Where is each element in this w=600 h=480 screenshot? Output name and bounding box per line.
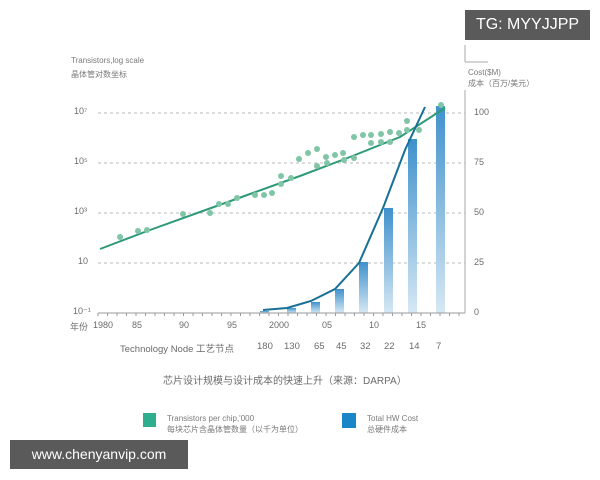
watermark-bottom: www.chenyanvip.com <box>10 440 188 469</box>
x-axis-year-label: 年份 <box>70 322 89 332</box>
transistor-points <box>117 102 444 240</box>
watermark-top-text: TG: MYYJJPP <box>475 16 580 33</box>
right-tick-100: 100 <box>474 107 490 117</box>
right-axis-line <box>464 45 488 313</box>
node-14: 14 <box>409 341 420 352</box>
node-45: 45 <box>336 341 347 352</box>
legend-transistors-en: Transistors per chip,'000 <box>167 414 255 423</box>
legend-cost: Total HW Cost 总硬件成本 <box>342 413 418 435</box>
left-tick-1e3: 10³ <box>74 206 88 216</box>
right-axis-title-cn: 成本（百万/美元） <box>468 79 535 88</box>
node-180: 180 <box>257 341 273 352</box>
year-05: 05 <box>322 320 333 330</box>
x-axis <box>97 312 465 316</box>
year-10: 10 <box>369 320 380 330</box>
right-tick-25: 25 <box>474 257 485 267</box>
node-7: 7 <box>436 341 442 352</box>
left-tick-1e-1: 10⁻¹ <box>73 306 91 316</box>
node-22: 22 <box>384 341 395 352</box>
watermark-top: TG: MYYJJPP <box>465 10 590 40</box>
gridlines <box>98 112 465 264</box>
year-1980: 1980 <box>93 320 114 330</box>
year-95: 95 <box>227 320 238 330</box>
right-tick-75: 75 <box>474 157 485 167</box>
cost-trend-line <box>262 106 426 311</box>
watermark-bottom-text: www.chenyanvip.com <box>31 446 167 462</box>
year-85: 85 <box>132 320 143 330</box>
legend-cost-cn: 总硬件成本 <box>367 425 407 434</box>
legend-transistors: Transistors per chip,'000 每块芯片含晶体管数量（以千为… <box>143 413 303 435</box>
cost-bars <box>260 106 445 313</box>
legend-swatch-green-icon <box>143 413 156 427</box>
left-tick-10: 10 <box>78 256 89 266</box>
node-130: 130 <box>284 341 300 352</box>
left-tick-1e5: 10⁵ <box>74 156 88 166</box>
chart-caption: 芯片设计规模与设计成本的快速上升（来源：DARPA） <box>163 376 407 387</box>
node-65: 65 <box>314 341 325 352</box>
year-2000: 2000 <box>269 320 290 330</box>
legend-transistors-cn: 每块芯片含晶体管数量（以千为单位） <box>167 425 303 434</box>
right-tick-50: 50 <box>474 207 485 217</box>
left-axis-title-cn: 晶体管对数坐标 <box>71 70 127 79</box>
x-axis-node-label: Technology Node 工艺节点 <box>120 344 235 355</box>
chart-plot <box>97 45 488 316</box>
node-32: 32 <box>360 341 371 352</box>
right-axis-title-en: Cost($M) <box>468 68 501 77</box>
left-axis-title-en: Transistors,log scale <box>71 56 145 65</box>
year-15: 15 <box>416 320 427 330</box>
legend-cost-en: Total HW Cost <box>367 414 419 423</box>
year-90: 90 <box>179 320 190 330</box>
legend-swatch-blue-icon <box>342 413 356 428</box>
right-tick-0: 0 <box>474 307 480 317</box>
left-tick-1e7: 10⁷ <box>74 106 88 116</box>
